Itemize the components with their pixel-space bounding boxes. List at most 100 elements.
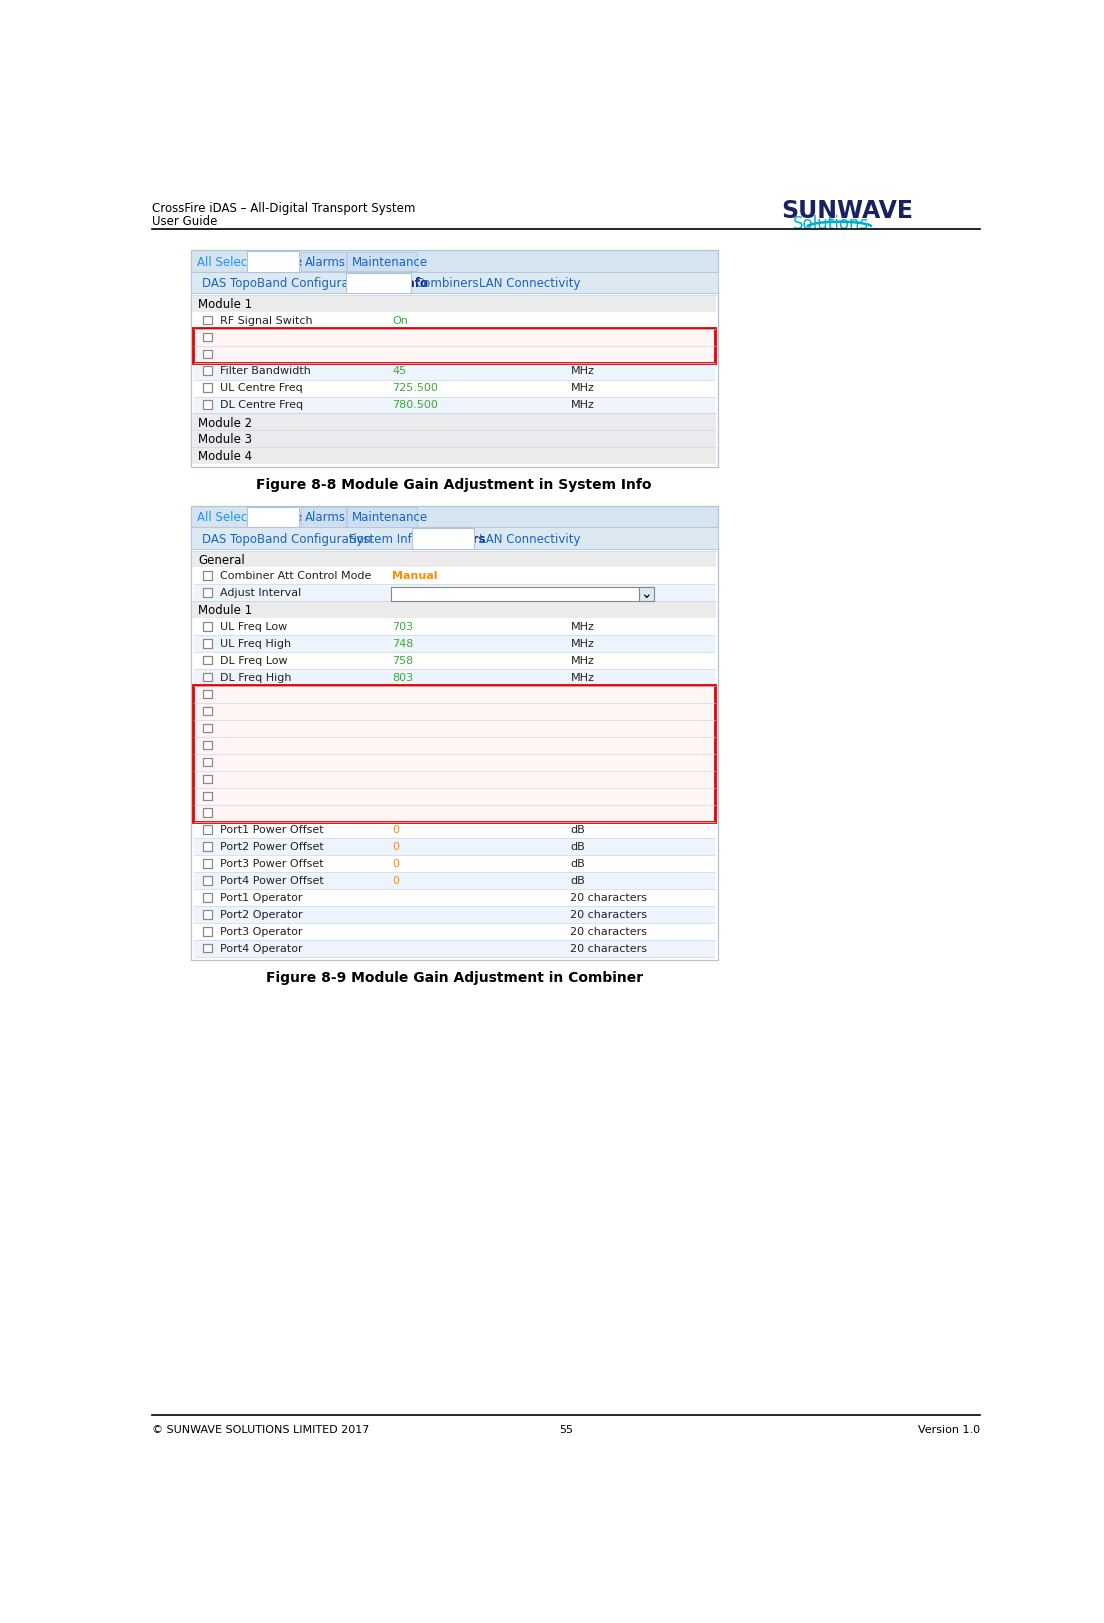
Text: Maintenance: Maintenance: [352, 511, 428, 524]
Text: DAS Topo: DAS Topo: [202, 278, 256, 291]
Bar: [203, 945, 212, 953]
Bar: [203, 876, 212, 885]
Text: Adjust Interval: Adjust Interval: [220, 588, 301, 599]
Text: -27.816: -27.816: [392, 690, 435, 700]
Text: dBm: dBm: [571, 724, 596, 734]
Bar: [413, 527, 475, 549]
Bar: [194, 872, 714, 889]
Text: dB: dB: [571, 758, 585, 768]
Text: Port1 Operator: Port1 Operator: [220, 893, 302, 902]
Text: -28.474: -28.474: [392, 724, 435, 734]
Bar: [194, 568, 714, 584]
Bar: [203, 792, 212, 800]
Text: Port2 Input Power: Port2 Input Power: [220, 706, 319, 717]
Bar: [203, 893, 212, 902]
Bar: [194, 618, 714, 635]
Text: MHz: MHz: [571, 367, 594, 377]
Text: Module 2: Module 2: [199, 417, 253, 430]
Text: MHz: MHz: [571, 383, 594, 393]
Bar: [192, 601, 716, 618]
Bar: [194, 396, 714, 414]
Bar: [192, 448, 716, 464]
Text: LAN Connectivity: LAN Connectivity: [479, 278, 581, 291]
Bar: [203, 706, 212, 716]
Text: 15: 15: [392, 758, 406, 768]
Bar: [194, 362, 714, 380]
Text: dB: dB: [571, 876, 585, 886]
Text: MHz: MHz: [571, 401, 594, 411]
Bar: [191, 271, 718, 294]
Bar: [203, 639, 212, 648]
Text: dB: dB: [571, 859, 585, 870]
Text: © SUNWAVE SOLUTIONS LIMITED 2017: © SUNWAVE SOLUTIONS LIMITED 2017: [152, 1425, 370, 1435]
Bar: [203, 911, 212, 919]
Text: 20 characters: 20 characters: [571, 927, 647, 936]
Bar: [300, 508, 346, 526]
Text: On: On: [392, 315, 408, 326]
Bar: [391, 586, 655, 601]
Text: 20: 20: [392, 333, 406, 342]
Bar: [300, 252, 346, 271]
Text: UL Freq Low: UL Freq Low: [220, 622, 287, 631]
Text: Manual: Manual: [392, 571, 437, 581]
Bar: [194, 855, 714, 872]
Text: Port3 Attenuation: Port3 Attenuation: [220, 792, 318, 802]
Text: MHz: MHz: [571, 639, 594, 649]
Text: 0: 0: [392, 842, 400, 852]
Text: dB: dB: [571, 792, 585, 802]
Text: -28.380: -28.380: [392, 706, 435, 717]
Text: Port2 Attenuation: Port2 Attenuation: [220, 774, 318, 784]
Bar: [194, 889, 714, 906]
Text: DL Centre Freq: DL Centre Freq: [220, 401, 304, 411]
Bar: [203, 724, 212, 732]
Bar: [194, 584, 714, 601]
Bar: [203, 315, 212, 325]
Text: Version 1.0: Version 1.0: [917, 1425, 979, 1435]
Text: -26.783: -26.783: [392, 740, 435, 751]
Text: System Info: System Info: [349, 532, 418, 545]
Bar: [203, 367, 212, 375]
Text: 20 characters: 20 characters: [571, 945, 647, 954]
Text: MHz: MHz: [571, 622, 594, 631]
Text: Port4 Operator: Port4 Operator: [220, 945, 302, 954]
Text: 0: 0: [392, 792, 400, 802]
Text: CrossFire iDAS – All-Digital Transport System: CrossFire iDAS – All-Digital Transport S…: [152, 203, 415, 216]
Bar: [203, 333, 212, 341]
Text: dBm: dBm: [571, 690, 596, 700]
Text: General: General: [199, 553, 245, 566]
Bar: [203, 842, 212, 850]
Bar: [191, 527, 718, 549]
Text: dB: dB: [571, 349, 585, 360]
Text: Port2 Power Offset: Port2 Power Offset: [220, 842, 323, 852]
Bar: [192, 295, 716, 312]
Bar: [203, 656, 212, 664]
Text: Settings: Settings: [251, 511, 307, 524]
Bar: [191, 549, 718, 961]
Bar: [203, 571, 212, 579]
Bar: [638, 586, 655, 601]
Bar: [191, 250, 718, 467]
Text: SUNWAVE: SUNWAVE: [782, 200, 913, 224]
Text: Alarms: Alarms: [306, 511, 347, 524]
Text: Settings: Settings: [251, 255, 307, 268]
Text: Module 3: Module 3: [199, 433, 253, 446]
Text: dB: dB: [571, 808, 585, 818]
Bar: [191, 506, 718, 961]
Bar: [194, 923, 714, 940]
Text: 725.500: 725.500: [392, 383, 438, 393]
Bar: [194, 312, 714, 329]
Text: DAS Topo: DAS Topo: [202, 532, 256, 545]
Bar: [191, 506, 718, 527]
Bar: [194, 652, 714, 669]
Bar: [346, 273, 411, 294]
Bar: [194, 839, 714, 855]
Text: Figure 8-8 Module Gain Adjustment in System Info: Figure 8-8 Module Gain Adjustment in Sys…: [256, 479, 652, 492]
Text: RF Signal Switch: RF Signal Switch: [220, 315, 312, 326]
Bar: [348, 508, 417, 526]
Text: User Guide: User Guide: [152, 214, 217, 227]
Bar: [203, 690, 212, 698]
Text: 758: 758: [392, 656, 414, 665]
Text: Port1 Power Offset: Port1 Power Offset: [220, 826, 323, 836]
Bar: [194, 380, 714, 396]
Text: dB: dB: [571, 333, 585, 342]
